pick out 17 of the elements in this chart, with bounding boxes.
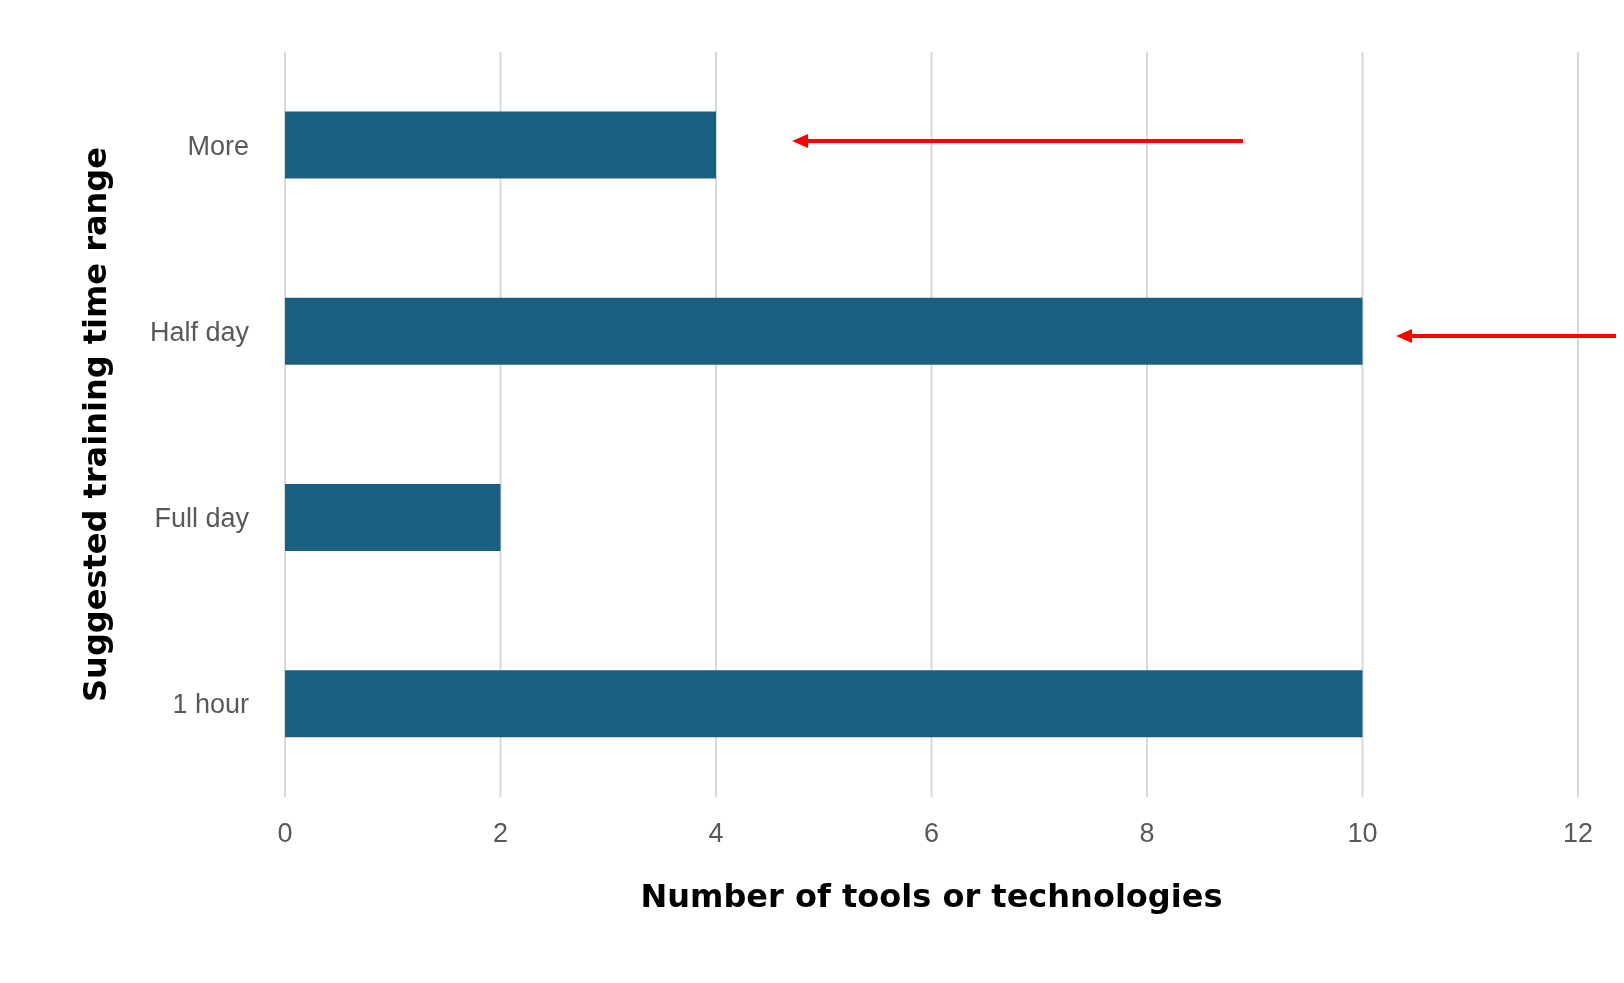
y-tick-label: 1 hour — [172, 689, 249, 720]
bar — [285, 111, 716, 179]
x-tick-label: 6 — [923, 818, 940, 849]
y-axis-title: Suggested training time range — [76, 147, 115, 702]
bar — [285, 484, 501, 552]
x-tick-label: 4 — [708, 818, 724, 849]
y-tick-label: More — [187, 130, 249, 161]
x-tick-label: 0 — [277, 818, 293, 849]
x-tick-label: 12 — [1562, 818, 1594, 849]
bar — [285, 670, 1363, 738]
bar — [285, 297, 1363, 365]
y-tick-label: Half day — [149, 316, 250, 347]
y-tick-label: Full day — [154, 503, 250, 534]
x-axis-title: Number of tools or technologies — [640, 877, 1223, 915]
x-tick-label: 2 — [492, 818, 509, 849]
x-tick-label: 10 — [1347, 818, 1378, 849]
x-tick-label: 8 — [1139, 818, 1155, 849]
